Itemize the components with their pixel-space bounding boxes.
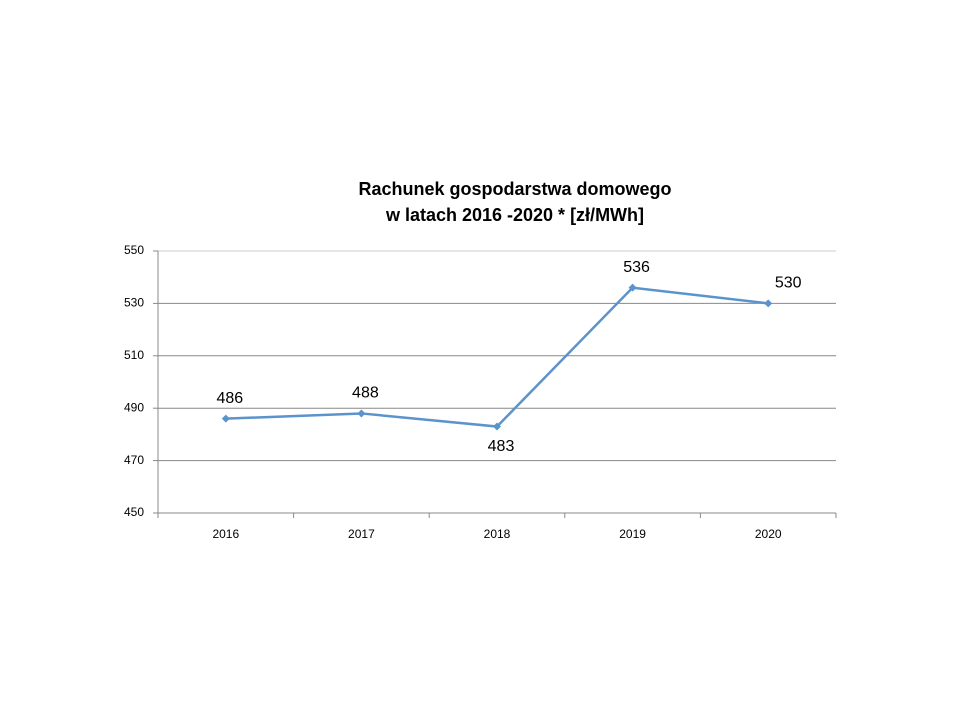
chart-title: w latach 2016 -2020 * [zł/MWh] (385, 205, 644, 225)
data-label: 483 (488, 438, 515, 455)
data-label: 488 (352, 385, 379, 402)
data-label: 530 (775, 275, 802, 292)
y-tick-label: 470 (124, 453, 144, 467)
x-tick-label: 2016 (212, 527, 239, 541)
marker (357, 409, 366, 418)
y-tick-label: 510 (124, 348, 144, 362)
marker (628, 283, 637, 292)
marker (764, 299, 773, 308)
y-tick-label: 450 (124, 505, 144, 519)
x-tick-label: 2018 (484, 527, 511, 541)
x-tick-label: 2019 (619, 527, 646, 541)
chart-title: Rachunek gospodarstwa domowego (358, 179, 671, 199)
marker (493, 422, 501, 431)
y-tick-label: 530 (124, 296, 144, 310)
marker (221, 414, 230, 423)
data-label: 536 (623, 259, 650, 276)
x-tick-label: 2017 (348, 527, 375, 541)
data-label: 486 (216, 390, 243, 407)
y-tick-label: 550 (124, 243, 144, 257)
x-tick-label: 2020 (755, 527, 782, 541)
y-tick-label: 490 (124, 400, 144, 414)
